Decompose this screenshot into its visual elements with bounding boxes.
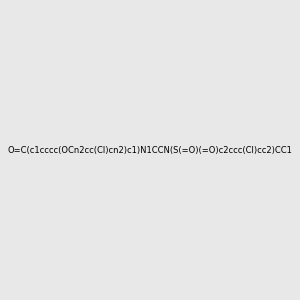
- Text: O=C(c1cccc(OCn2cc(Cl)cn2)c1)N1CCN(S(=O)(=O)c2ccc(Cl)cc2)CC1: O=C(c1cccc(OCn2cc(Cl)cn2)c1)N1CCN(S(=O)(…: [8, 146, 292, 154]
